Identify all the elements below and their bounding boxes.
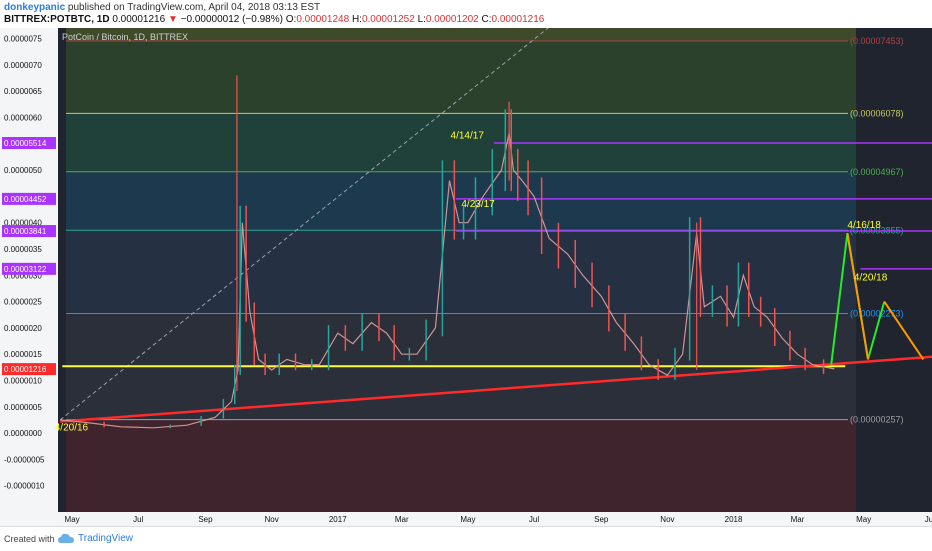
fib-level-label: (0.00002273) bbox=[850, 309, 904, 319]
chart-title: PotCoin / Bitcoin, 1D, BITTREX bbox=[62, 32, 188, 42]
price-badge bbox=[2, 137, 56, 150]
projection-down-line[interactable] bbox=[846, 233, 869, 360]
tradingview-logo-text[interactable]: TradingView bbox=[78, 533, 134, 544]
chart-header: donkeypanic published on TradingView.com… bbox=[0, 0, 932, 28]
ohlc-line: BITTREX:POTBTC, 1D 0.00001216 ▼ −0.00000… bbox=[4, 14, 544, 25]
low-value: 0.00001202 bbox=[425, 14, 479, 25]
high-value: 0.00001252 bbox=[361, 14, 415, 25]
x-tick-label: Nov bbox=[265, 515, 279, 524]
x-tick-label: May bbox=[65, 515, 80, 524]
date-annotation: 4/20/18 bbox=[854, 273, 888, 284]
x-tick-label: Sep bbox=[198, 515, 213, 524]
fib-level-label: (0.00006078) bbox=[850, 108, 904, 118]
fib-zone bbox=[66, 419, 856, 512]
last-price: 0.00001216 bbox=[112, 14, 166, 25]
x-tick-label: 2017 bbox=[329, 515, 347, 524]
y-tick-label: 0.0000035 bbox=[4, 245, 42, 254]
x-tick-label: Mar bbox=[791, 515, 805, 524]
trend-line[interactable] bbox=[59, 28, 554, 421]
low-label: L: bbox=[417, 14, 426, 25]
price-badge-label: 0.00001216 bbox=[4, 365, 47, 374]
y-tick-label: -0.0000005 bbox=[4, 455, 45, 464]
x-tick-label: Jul bbox=[133, 515, 143, 524]
y-tick-label: 0.0000040 bbox=[4, 219, 42, 228]
price-badge bbox=[2, 225, 56, 238]
high-label: H: bbox=[351, 14, 362, 25]
x-tick-label: 2018 bbox=[725, 515, 743, 524]
price-badge-label: 0.00003841 bbox=[4, 227, 47, 236]
price-line bbox=[60, 133, 835, 429]
price-badge-label: 0.00004452 bbox=[4, 195, 47, 204]
x-tick-label: May bbox=[460, 515, 475, 524]
date-annotation: 4/16/18 bbox=[847, 220, 881, 231]
fib-level-label: (0.00000257) bbox=[850, 415, 904, 425]
change-down-arrow-icon: ▼ bbox=[167, 14, 178, 25]
price-badge bbox=[2, 262, 56, 275]
y-tick-label: -0.0000010 bbox=[4, 482, 45, 491]
x-tick-label: Mar bbox=[395, 515, 409, 524]
fib-level-label: (0.00004967) bbox=[850, 167, 904, 177]
projection-down-line[interactable] bbox=[883, 301, 925, 360]
fib-zone bbox=[66, 171, 856, 231]
y-tick-label: 0.0000025 bbox=[4, 298, 42, 307]
y-tick-label: 0.0000075 bbox=[4, 35, 42, 44]
y-tick-label: 0.0000015 bbox=[4, 350, 42, 359]
y-tick-label: 0.0000070 bbox=[4, 61, 42, 70]
fib-zone bbox=[66, 40, 856, 114]
open-value: 0.00001248 bbox=[296, 14, 350, 25]
chart-panel[interactable]: (0.00007453) (0.00006078) (0.00004967) (0.0… bbox=[0, 28, 932, 526]
time-scale[interactable] bbox=[0, 512, 932, 526]
y-tick-label: 0.0000030 bbox=[4, 271, 42, 280]
support-trend-line[interactable] bbox=[60, 355, 932, 423]
price-change: −0.00000012 (−0.98%) bbox=[180, 14, 283, 25]
price-badge-label: 0.00005514 bbox=[4, 139, 47, 148]
fib-zone bbox=[66, 28, 856, 41]
y-tick-label: 0.0000050 bbox=[4, 166, 42, 175]
y-tick-label: 0.0000065 bbox=[4, 87, 42, 96]
price-badge-label: 0.00003122 bbox=[4, 265, 47, 274]
price-badge bbox=[2, 192, 56, 205]
price-scale[interactable] bbox=[0, 28, 58, 526]
x-tick-label: May bbox=[856, 515, 871, 524]
y-tick-label: 0.0000000 bbox=[4, 429, 42, 438]
fib-zone bbox=[66, 230, 856, 314]
author-link[interactable]: donkeypanic bbox=[4, 2, 66, 13]
date-annotation: 4/14/17 bbox=[451, 130, 485, 141]
x-tick-label: Jul bbox=[529, 515, 539, 524]
x-tick-label: Jul bbox=[925, 515, 932, 524]
date-annotation: 4/23/17 bbox=[461, 199, 495, 210]
date-annotation: 4/20/16 bbox=[55, 422, 89, 433]
y-tick-label: 0.0000010 bbox=[4, 376, 42, 385]
price-chart[interactable]: (0.00007453) (0.00006078) (0.00004967) (0.0… bbox=[0, 28, 932, 526]
published-text: published on TradingView.com, April 04, … bbox=[67, 2, 321, 13]
tradingview-cloud-icon bbox=[58, 533, 74, 543]
y-tick-label: 0.0000060 bbox=[4, 113, 42, 122]
x-tick-label: Nov bbox=[660, 515, 674, 524]
footer: Created with TradingView bbox=[0, 526, 932, 551]
x-tick-label: Sep bbox=[594, 515, 609, 524]
y-tick-label: 0.0000005 bbox=[4, 403, 42, 412]
open-label: O: bbox=[285, 14, 297, 25]
close-value: 0.00001216 bbox=[491, 14, 545, 25]
publisher-line: donkeypanic published on TradingView.com… bbox=[4, 2, 320, 13]
symbol-label: BITTREX:POTBTC, 1D bbox=[4, 14, 110, 25]
created-with-label: Created with bbox=[4, 534, 55, 544]
y-tick-label: 0.0000020 bbox=[4, 324, 42, 333]
fib-level-label: (0.00007453) bbox=[850, 36, 904, 46]
price-badge bbox=[2, 363, 56, 376]
close-label: C: bbox=[481, 14, 492, 25]
